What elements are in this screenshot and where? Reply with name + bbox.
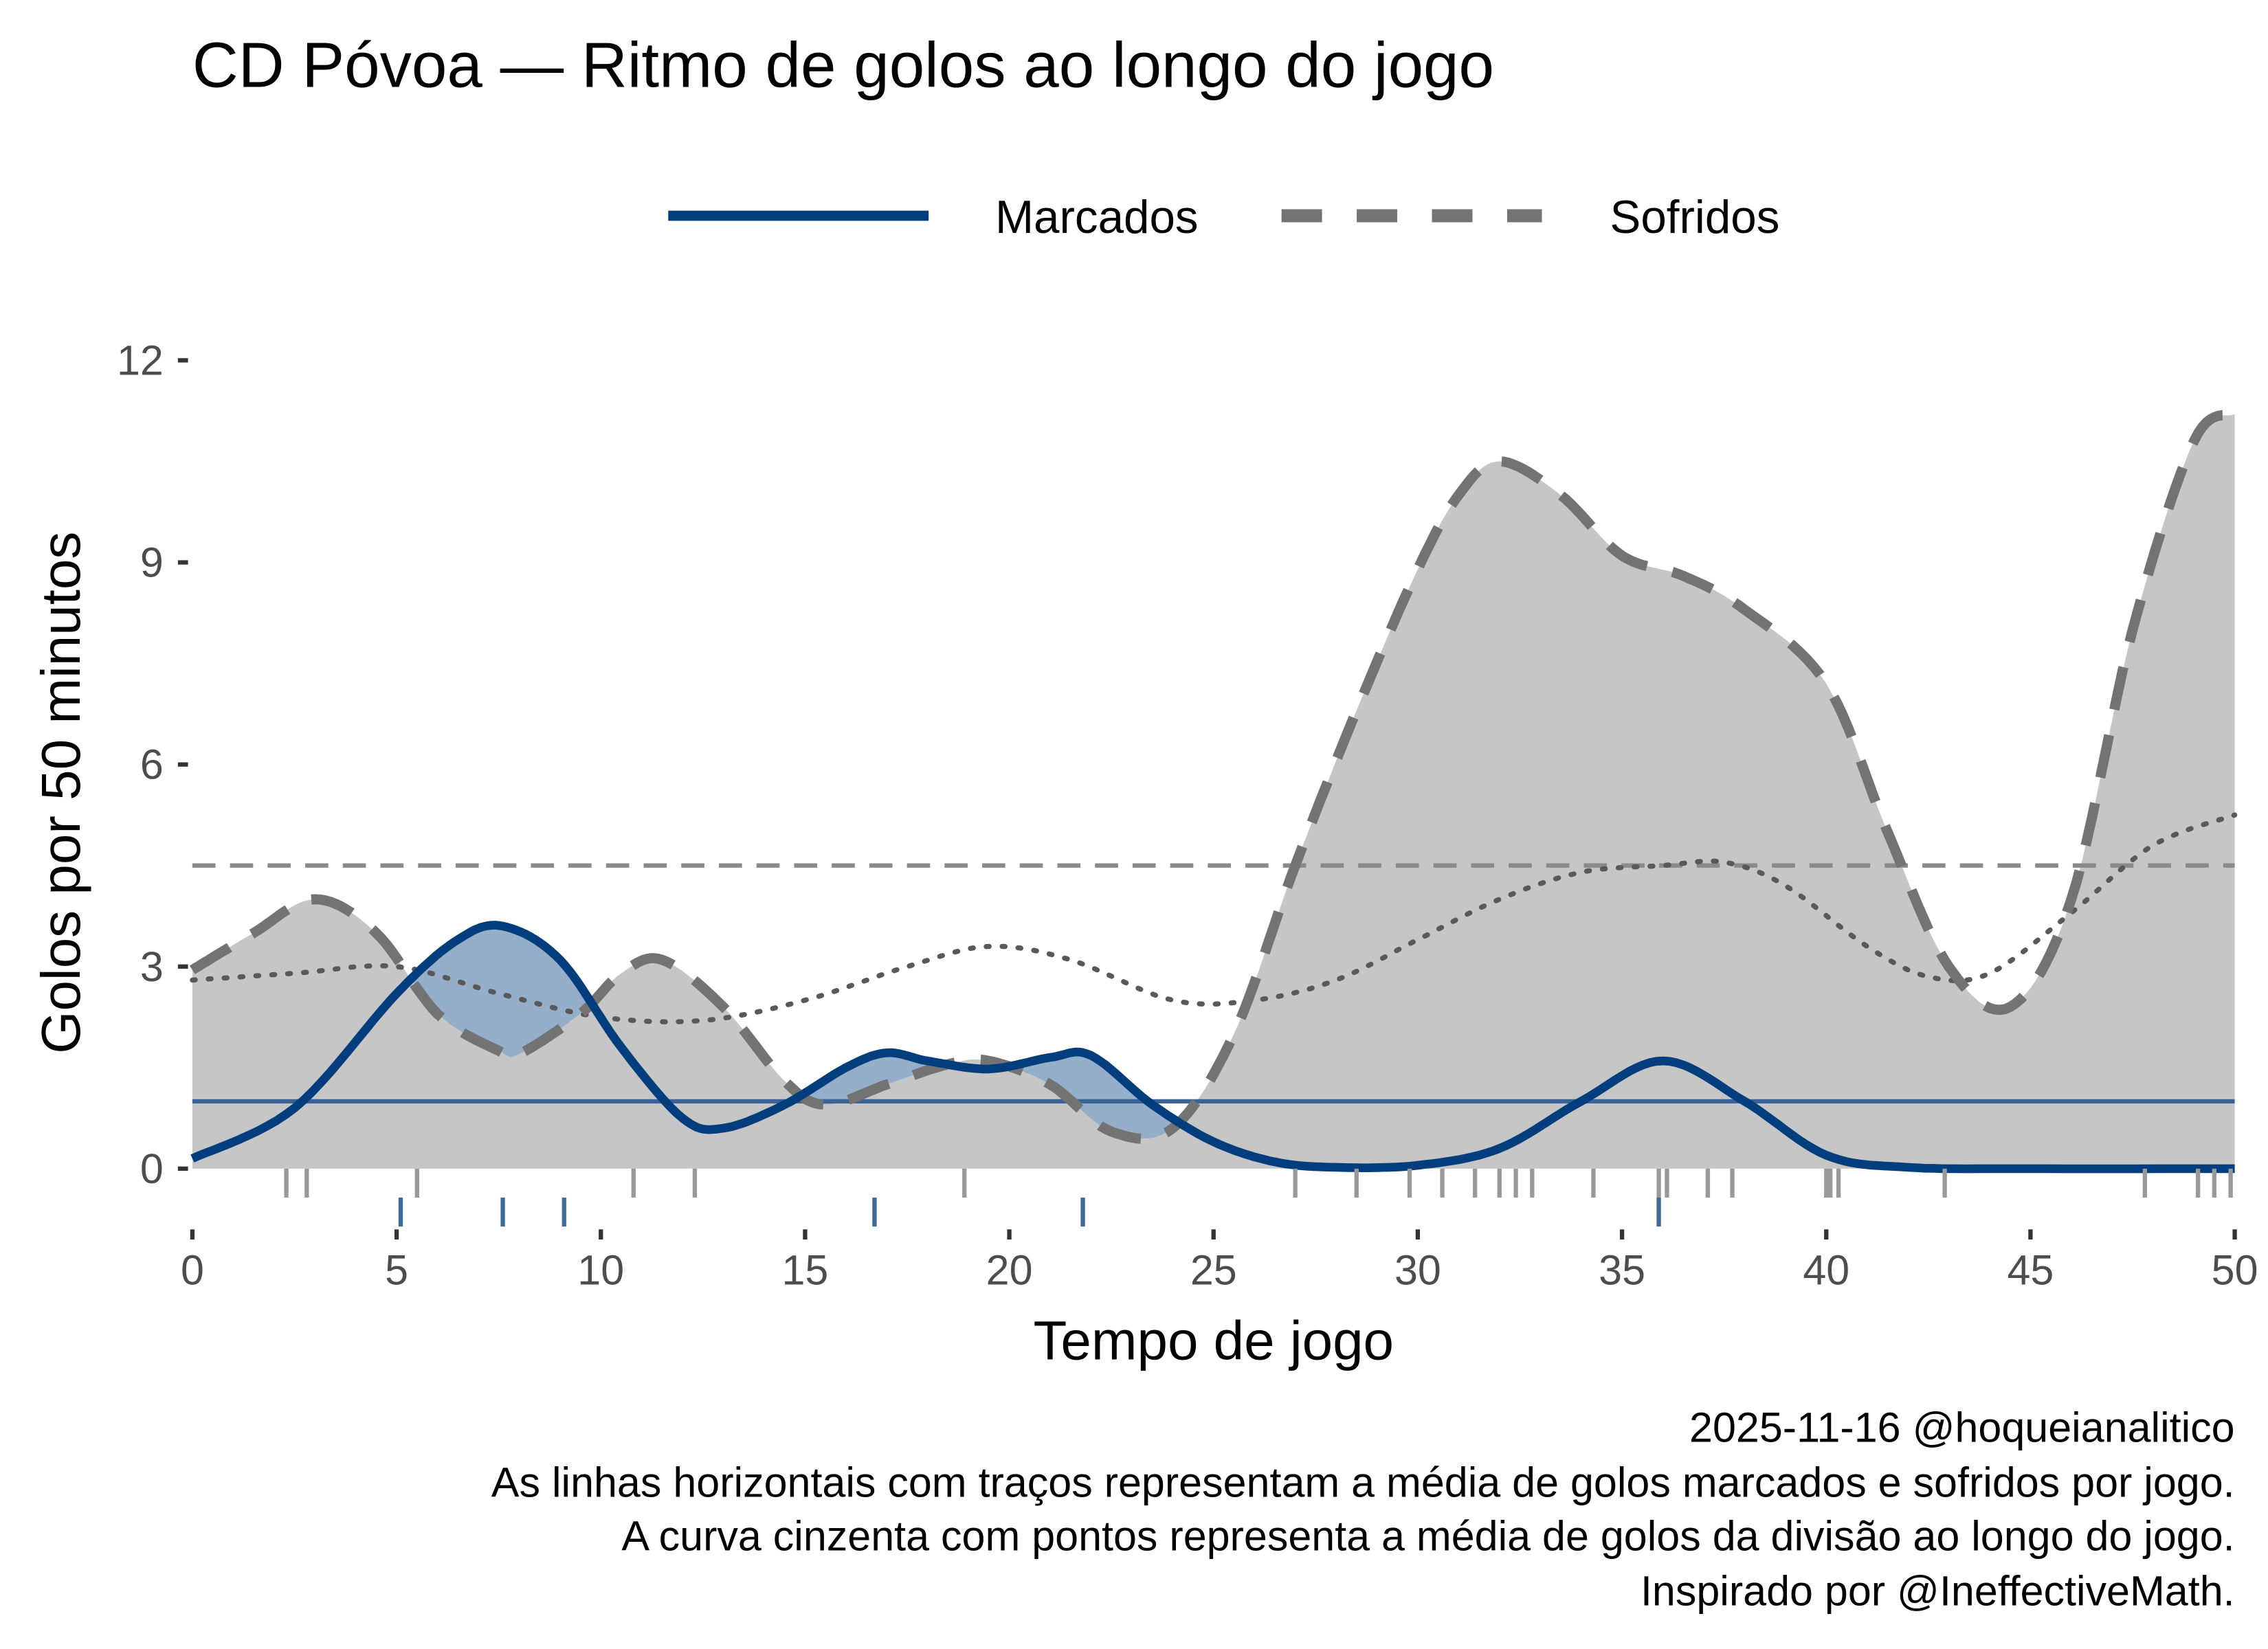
plot-area	[189, 410, 2238, 1227]
legend: Marcados Sofridos	[668, 192, 1779, 243]
x-tick-label: 5	[385, 1246, 408, 1293]
y-tick-label: 6	[140, 741, 164, 788]
marcados-excess-area	[801, 1053, 944, 1105]
legend-label-sofridos: Sofridos	[1610, 192, 1779, 243]
marcados-line	[190, 921, 2235, 1174]
axes: 0 5 10 15 20 25 30 35 40 45 50 0 3 6 9 12	[117, 337, 2258, 1293]
caption-line-3: A curva cinzenta com pontos representa a…	[621, 1513, 2234, 1560]
y-axis-label: Golos por 50 minutos	[30, 532, 91, 1054]
x-tick-label: 45	[2007, 1246, 2054, 1293]
x-axis-label: Tempo de jogo	[1033, 1310, 1394, 1371]
chart-title: CD Póvoa — Ritmo de golos ao longo do jo…	[192, 30, 1494, 101]
y-tick-label: 0	[140, 1145, 164, 1192]
x-tick-label: 50	[2212, 1246, 2258, 1293]
caption-line-1: 2025-11-16 @hoqueianalitico	[1689, 1404, 2235, 1451]
y-tick-label: 3	[140, 943, 164, 990]
caption: 2025-11-16 @hoqueianalitico As linhas ho…	[491, 1404, 2235, 1615]
x-tick-label: 25	[1190, 1246, 1237, 1293]
legend-label-marcados: Marcados	[995, 192, 1199, 243]
x-tick-label: 20	[986, 1246, 1033, 1293]
x-tick-label: 10	[577, 1246, 624, 1293]
caption-line-2: As linhas horizontais com traços represe…	[491, 1459, 2235, 1506]
caption-line-4: Inspirado por @IneffectiveMath.	[1641, 1567, 2235, 1614]
marcados-excess-area	[412, 925, 589, 1058]
x-tick-label: 35	[1599, 1246, 1645, 1293]
marcados-excess-area	[1013, 1052, 1177, 1139]
y-tick-label: 9	[140, 539, 164, 586]
y-tick-label: 12	[117, 337, 164, 383]
x-tick-label: 0	[181, 1246, 204, 1293]
sofridos-area	[192, 414, 2235, 1169]
x-tick-label: 40	[1803, 1246, 1849, 1293]
x-tick-label: 15	[781, 1246, 828, 1293]
sofridos-line	[189, 410, 2237, 1144]
x-tick-label: 30	[1394, 1246, 1441, 1293]
